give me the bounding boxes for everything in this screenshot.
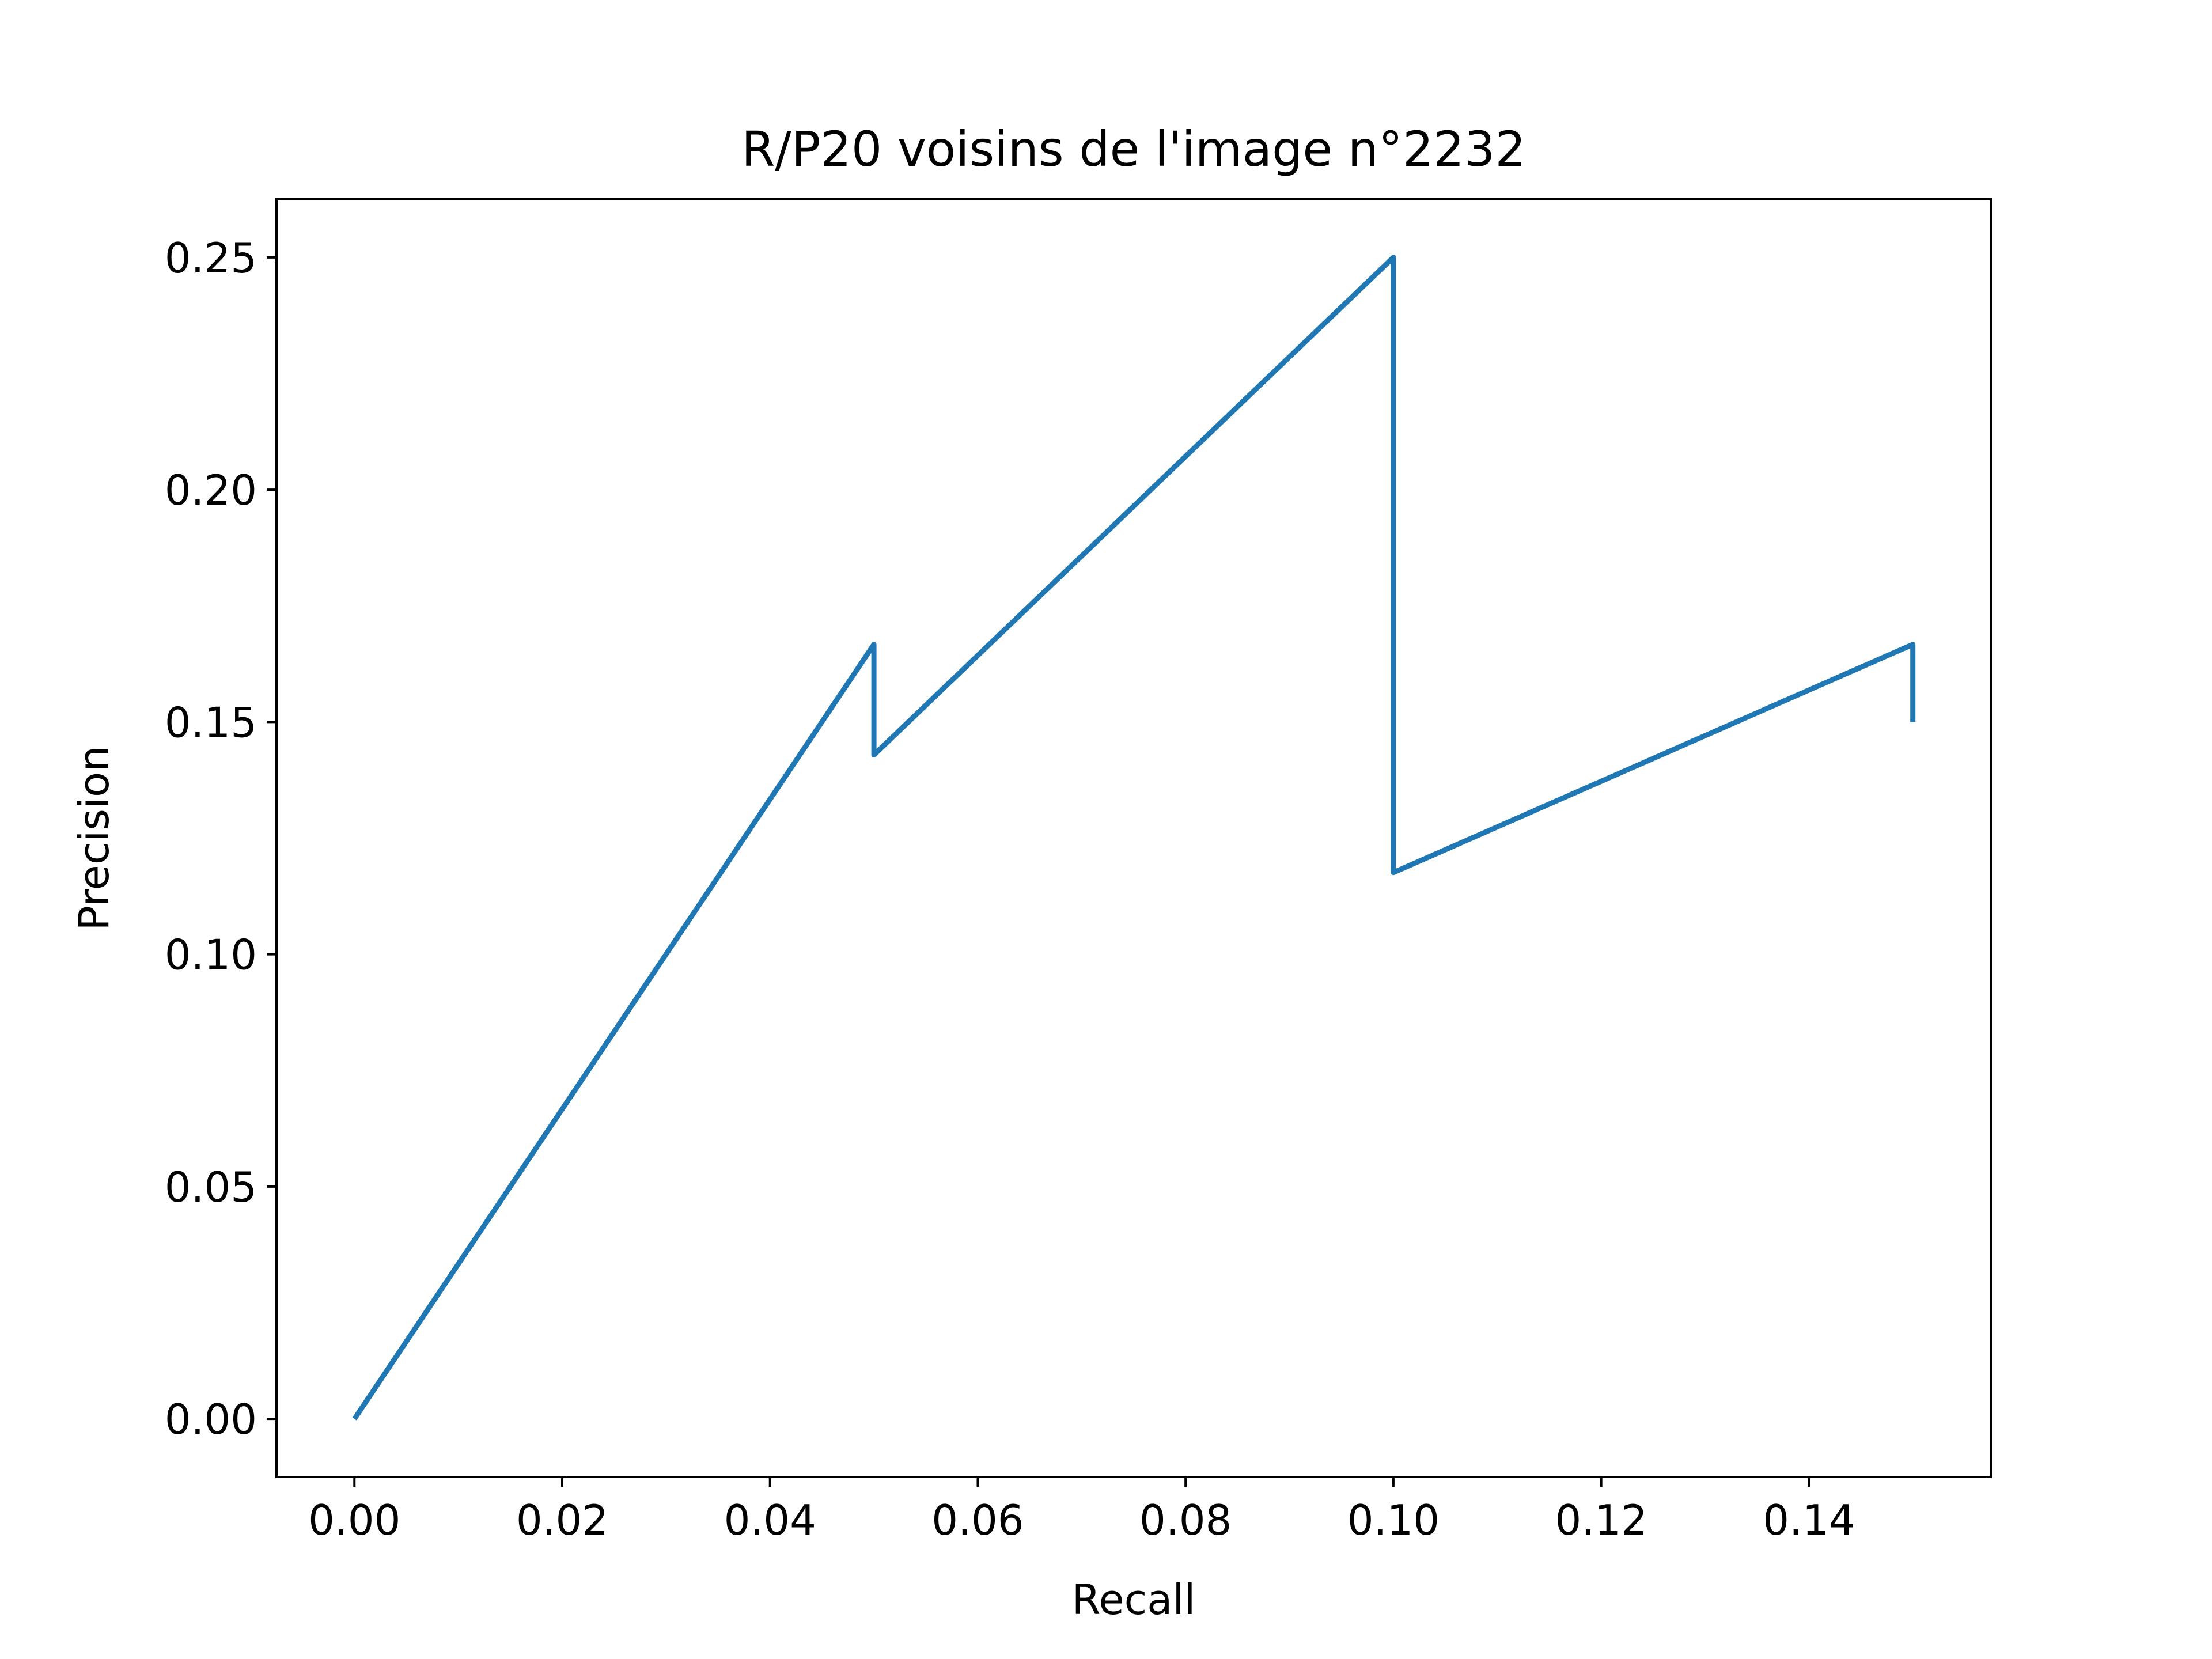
x-tick-label: 0.10 bbox=[1347, 1496, 1440, 1544]
y-axis: 0.00 0.05 0.10 0.15 0.20 0.25 bbox=[165, 234, 276, 1444]
y-tick-label: 0.10 bbox=[165, 931, 257, 979]
x-tick-label: 0.14 bbox=[1763, 1496, 1855, 1544]
y-tick-label: 0.05 bbox=[165, 1163, 257, 1211]
x-axis-label: Recall bbox=[1072, 1575, 1196, 1624]
plot-area bbox=[275, 198, 1992, 1478]
y-tick-label: 0.25 bbox=[165, 234, 257, 282]
x-tick-label: 0.02 bbox=[516, 1496, 608, 1544]
x-tick-label: 0.00 bbox=[308, 1496, 400, 1544]
plot-frame bbox=[275, 198, 1992, 1478]
chart-title: R/P20 voisins de l'image n°2232 bbox=[741, 121, 1526, 177]
x-tick-label: 0.06 bbox=[931, 1496, 1024, 1544]
y-axis-label: Precision bbox=[70, 745, 118, 930]
y-tick-label: 0.00 bbox=[165, 1395, 257, 1444]
x-tick-label: 0.08 bbox=[1139, 1496, 1232, 1544]
x-axis: 0.00 0.02 0.04 0.06 0.08 0.10 0.12 0.14 bbox=[308, 1477, 1855, 1544]
x-tick-label: 0.12 bbox=[1555, 1496, 1647, 1544]
y-tick-label: 0.15 bbox=[165, 698, 257, 747]
y-tick-label: 0.20 bbox=[165, 466, 257, 514]
x-tick-label: 0.04 bbox=[724, 1496, 816, 1544]
series-line bbox=[352, 255, 1916, 1421]
